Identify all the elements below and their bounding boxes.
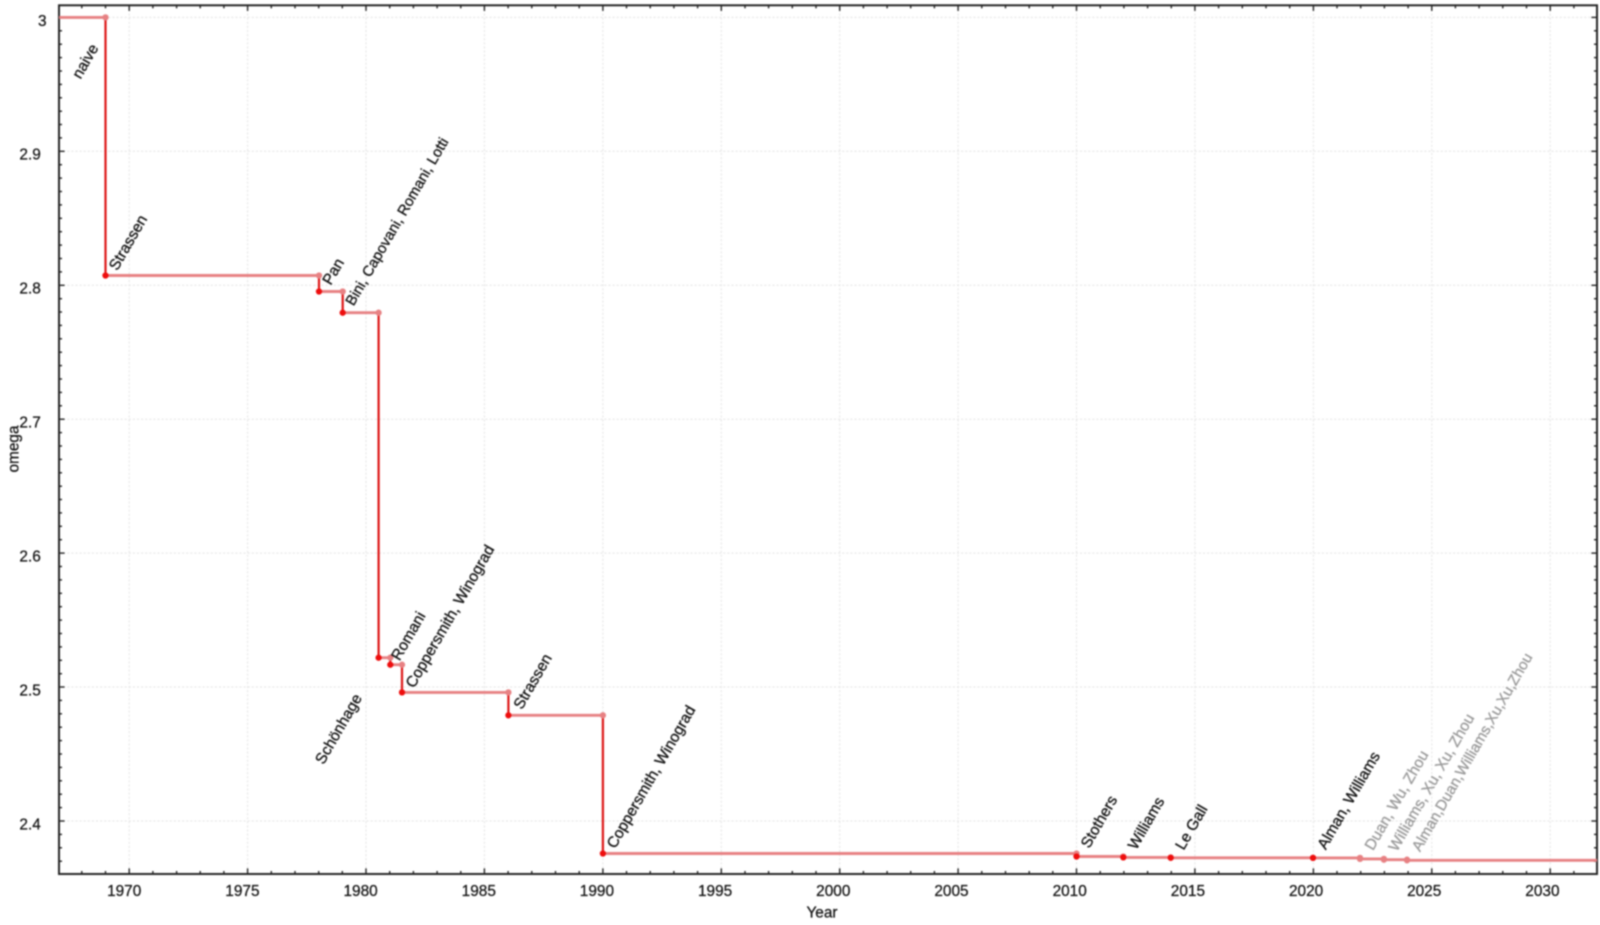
svg-text:2.8: 2.8 [19, 281, 40, 298]
svg-text:2.4: 2.4 [19, 816, 41, 833]
svg-text:1970: 1970 [107, 883, 141, 900]
svg-text:2005: 2005 [934, 883, 968, 900]
svg-text:Year: Year [806, 905, 837, 921]
svg-text:3: 3 [38, 13, 47, 30]
svg-text:2010: 2010 [1053, 883, 1087, 900]
svg-text:2015: 2015 [1171, 883, 1205, 900]
svg-text:2025: 2025 [1407, 883, 1441, 900]
svg-text:2.5: 2.5 [19, 682, 40, 699]
svg-text:1990: 1990 [580, 883, 614, 900]
svg-text:2.9: 2.9 [19, 147, 40, 164]
svg-text:omega: omega [6, 425, 23, 472]
svg-text:1985: 1985 [462, 883, 496, 900]
svg-text:2030: 2030 [1525, 883, 1559, 900]
svg-text:1995: 1995 [698, 883, 732, 900]
svg-text:1980: 1980 [343, 883, 377, 900]
svg-text:2020: 2020 [1289, 883, 1323, 900]
svg-text:2.7: 2.7 [19, 415, 40, 432]
svg-text:2000: 2000 [816, 883, 850, 900]
svg-text:1975: 1975 [225, 883, 259, 900]
svg-text:2.6: 2.6 [19, 549, 40, 566]
